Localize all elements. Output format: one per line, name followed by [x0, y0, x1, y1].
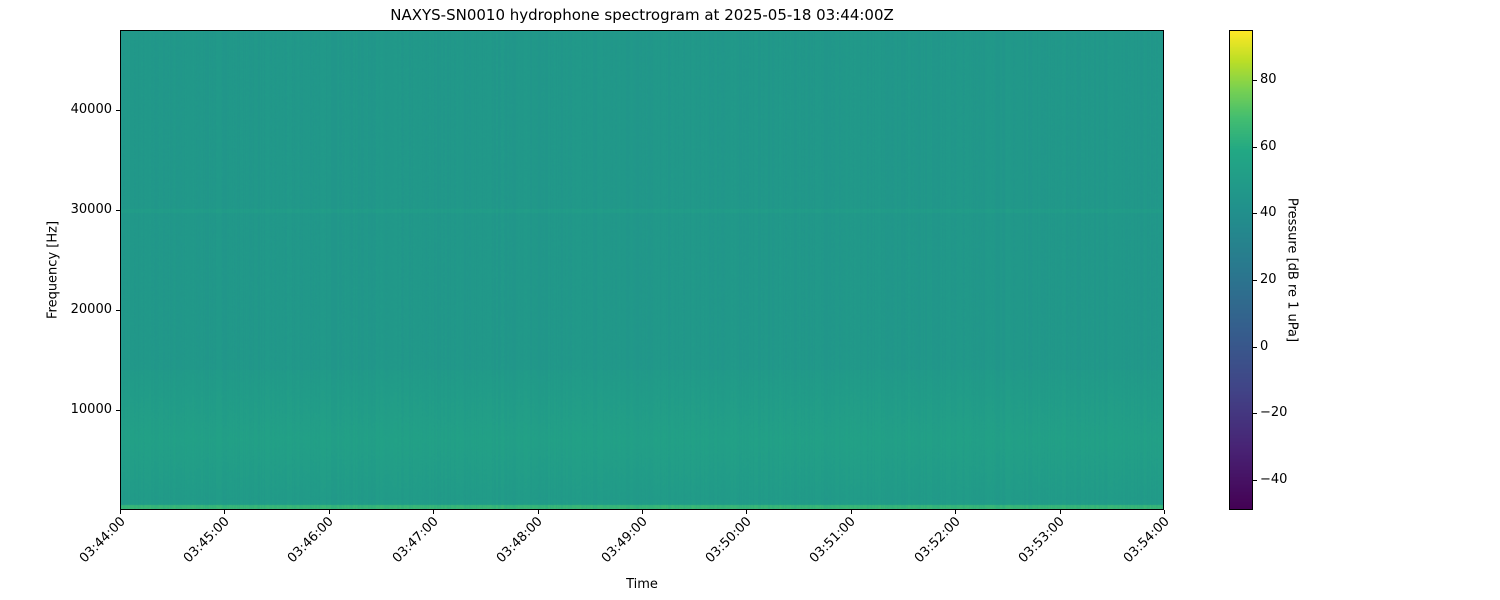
x-tick	[224, 510, 226, 514]
x-tick-label: 03:49:00	[598, 514, 651, 567]
colorbar-label: Pressure [dB re 1 uPa]	[1284, 197, 1300, 343]
y-tick-label: 20000	[70, 302, 112, 317]
x-tick	[433, 510, 435, 514]
x-tick-label: 03:52:00	[911, 514, 964, 567]
x-tick	[642, 510, 643, 514]
chart-title: NAXYS-SN0010 hydrophone spectrogram at 2…	[390, 6, 894, 24]
colorbar-tick-label: 20	[1260, 272, 1277, 287]
y-tick-label: 10000	[70, 402, 112, 417]
y-tick	[116, 310, 120, 311]
x-tick	[746, 510, 748, 514]
x-tick	[328, 510, 330, 514]
colorbar-tick	[1253, 80, 1257, 81]
x-axis-label: Time	[626, 577, 658, 592]
colorbar-tick-label: 40	[1260, 205, 1277, 221]
colorbar-tick-label: 80	[1260, 72, 1277, 87]
x-tick-label: 03:53:00	[1016, 514, 1068, 567]
colorbar-tick	[1253, 346, 1257, 348]
x-tick-label: 03:51:00	[807, 514, 860, 567]
y-tick-label: 30000	[70, 202, 112, 217]
colorbar-tick-label: −40	[1260, 472, 1288, 487]
colorbar-tick-label: 0	[1260, 338, 1269, 354]
colorbar-tick	[1253, 213, 1257, 215]
colorbar	[1229, 30, 1253, 510]
x-tick	[1059, 510, 1061, 514]
plot-area	[120, 30, 1164, 510]
colorbar-tick	[1253, 480, 1257, 481]
colorbar-tick-label: −20	[1260, 405, 1288, 421]
x-tick-label: 03:48:00	[494, 514, 546, 567]
x-tick	[1164, 510, 1165, 514]
y-axis-label: Frequency [Hz]	[45, 220, 61, 320]
x-tick-label: 03:54:00	[1120, 514, 1173, 567]
colorbar-tick	[1253, 146, 1257, 148]
y-tick	[116, 210, 120, 211]
x-tick-label: 03:50:00	[702, 514, 755, 567]
colorbar-tick	[1253, 280, 1257, 281]
spectrogram-heatmap	[121, 31, 1163, 509]
x-tick-label: 03:47:00	[389, 514, 442, 567]
x-tick-label: 03:46:00	[285, 514, 338, 567]
x-tick	[850, 510, 852, 514]
y-tick-label: 40000	[70, 102, 112, 117]
colorbar-tick-label: 60	[1260, 138, 1277, 154]
colorbar-tick	[1253, 413, 1257, 415]
y-tick	[116, 110, 120, 111]
x-tick	[537, 510, 539, 514]
x-tick	[120, 510, 121, 514]
y-tick	[116, 410, 120, 411]
x-tick-label: 03:45:00	[180, 514, 233, 567]
x-tick	[955, 510, 957, 514]
x-tick-label: 03:44:00	[76, 514, 129, 567]
